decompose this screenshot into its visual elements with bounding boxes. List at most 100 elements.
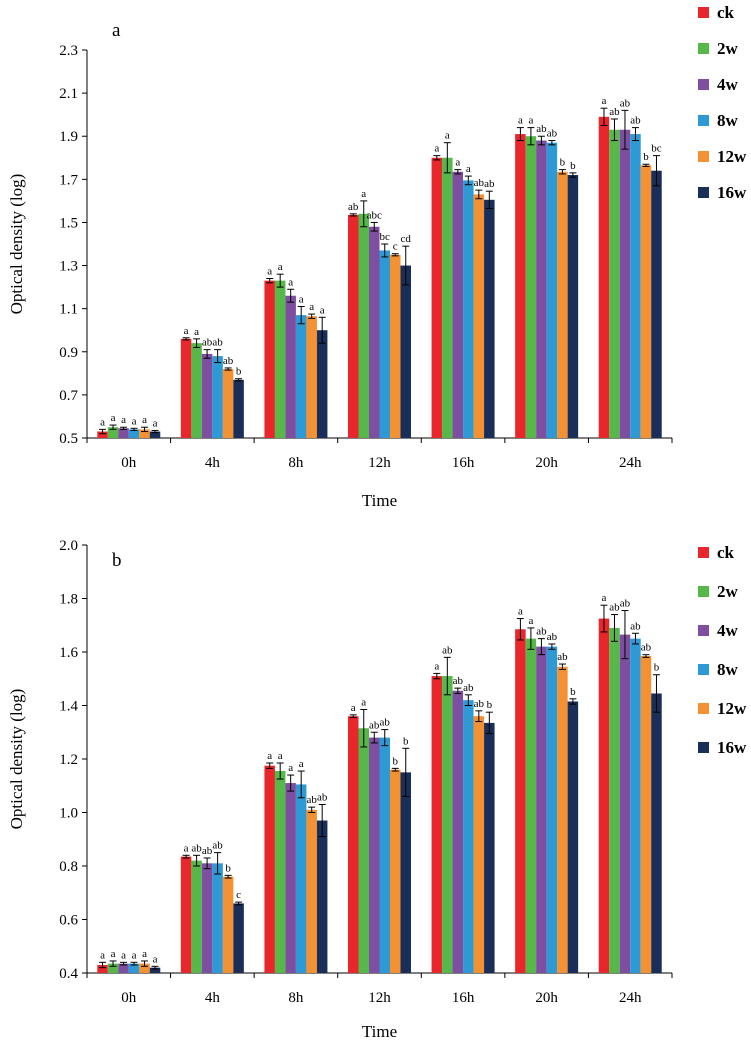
charta-significance-letter: a [111,412,116,424]
charta-bar-2w-8h [274,280,286,438]
charta-significance-letter: a [518,115,523,127]
chartb-significance-letter: ab [202,845,213,857]
charta-y-tick-label: 2.1 [59,86,78,102]
charta-significance-letter: a [288,276,293,288]
chartb-x-tick-label: 24h [619,990,642,1006]
chart-panel-a: a 0.5 0.7 0.9 1.1 1.3 1.5 1.7 1.9 2.1 2.3 0h 4h 8h 12h… [7,3,747,510]
chartb-significance-letter: ab [191,842,202,854]
chartb-bar-12w-0h [139,963,150,973]
chartb-bar-ck-0h [97,964,108,973]
chartb-significance-letter: a [121,949,126,961]
chartb-x-axis-label: Time [362,1022,397,1041]
charta-bar-2w-4h [191,343,202,438]
chartb-bar-2w-12h [358,728,369,973]
chartb-significance-letter: ab [380,717,391,729]
chartb-significance-letter: ab [212,840,223,852]
chartb-bar-12w-8h [306,809,317,973]
charta-significance-letter: b [570,160,576,172]
charta-bar-ck-0h [97,431,108,438]
charta-legend-label-16w: 16w [717,183,747,202]
chartb-legend-label-8w: 8w [717,660,739,679]
charta-significance-letter: a [267,265,272,277]
chartb-significance-letter: a [267,750,272,762]
chartb-panel-label: b [112,550,122,571]
chartb-significance-letter: a [132,949,137,961]
chartb-significance-letter: ab [463,682,474,694]
chartb-significance-letter: a [100,949,105,961]
chartb-legend-swatch-ck [698,547,709,558]
charta-x-tick-label: 8h [288,455,304,471]
charta-bar-2w-0h [107,427,119,438]
charta-y-tick-label: 0.5 [59,431,78,447]
charta-significance-letter: a [194,326,199,338]
chartb-bar-2w-16h [442,676,453,973]
charta-significance-letter: a [153,417,158,429]
charta-bar-2w-24h [609,129,620,438]
chartb-significance-letter: ab [620,598,631,610]
charta-significance-letter: ab [609,106,620,118]
charta-bar-2w-16h [442,157,453,438]
chartb-significance-letter: ab [536,626,547,638]
chartb-bar-12w-12h [390,769,401,973]
charta-significance-letter: a [455,157,460,169]
chartb-significance-letter: b [654,662,660,674]
chartb-x-tick-label: 4h [205,990,221,1006]
chartb-bar-16w-4h [233,903,244,973]
charta-bar-4w-0h [118,428,129,438]
chartb-significance-letter: a [528,615,533,627]
charta-significance-letter: b [236,366,242,378]
chartb-y-tick-label: 1.2 [59,752,78,768]
charta-bar-16w-20h [567,175,579,438]
charta-x-axis-label: Time [362,491,397,510]
chartb-bar-2w-4h [191,860,202,973]
charta-significance-letter: a [528,115,533,127]
chartb-significance-letter: ab [453,675,464,687]
charta-significance-letter: ab [484,178,495,190]
chartb-significance-letter: ab [442,644,453,656]
chartb-y-tick-label: 1.8 [59,592,78,608]
chartb-significance-letter: ab [641,642,652,654]
chartb-x-tick-label: 12h [368,990,391,1006]
charta-legend-label-ck: ck [717,3,735,22]
chartb-bar-12w-24h [640,656,652,973]
charta-significance-letter: a [320,304,325,316]
chartb-bar-12w-4h [222,876,234,973]
charta-significance-letter: bc [380,231,391,243]
charta-y-tick-label: 1.1 [59,302,78,318]
chartb-significance-letter: ab [547,631,558,643]
chartb-y-tick-label: 1.0 [59,806,78,822]
charta-bar-12w-24h [640,165,652,439]
charta-significance-letter: ab [474,177,485,189]
chartb-bar-ck-8h [264,765,275,973]
chartb-significance-letter: b [225,862,231,874]
charta-y-axis-label: Optical density (log) [7,174,26,315]
chartb-bar-8w-16h [463,700,474,973]
charta-y-tick-label: 1.7 [59,172,78,188]
chartb-legend-label-2w: 2w [717,582,739,601]
chartb-bar-2w-20h [525,638,537,973]
chartb-significance-letter: ab [609,602,620,614]
charta-x-tick-label: 24h [619,455,642,471]
charta-legend-label-4w: 4w [717,75,739,94]
chartb-bar-8w-0h [128,963,140,973]
charta-bar-16w-12h [400,265,411,438]
chartb-bar-8w-12h [379,737,390,973]
charta-significance-letter: a [299,294,304,306]
chartb-bar-8w-20h [546,646,558,973]
chartb-bar-8w-24h [630,638,641,973]
chartb-legend-label-12w: 12w [717,699,747,718]
charta-x-tick-label: 0h [121,455,137,471]
charta-bar-4w-24h [619,129,631,438]
charta-bar-8w-0h [128,429,140,438]
charta-significance-letter: ab [202,337,213,349]
charta-legend-label-2w: 2w [717,39,739,58]
charta-bar-12w-4h [222,369,234,438]
charta-y-tick-label: 0.9 [59,345,78,361]
charta-significance-letter: ab [223,355,234,367]
charta-significance-letter: a [445,130,450,142]
chartb-significance-letter: b [487,699,493,711]
chartb-bar-4w-12h [369,737,380,973]
chartb-significance-letter: ab [474,698,485,710]
charta-panel-label: a [112,20,121,41]
charta-bar-12w-8h [306,316,317,438]
